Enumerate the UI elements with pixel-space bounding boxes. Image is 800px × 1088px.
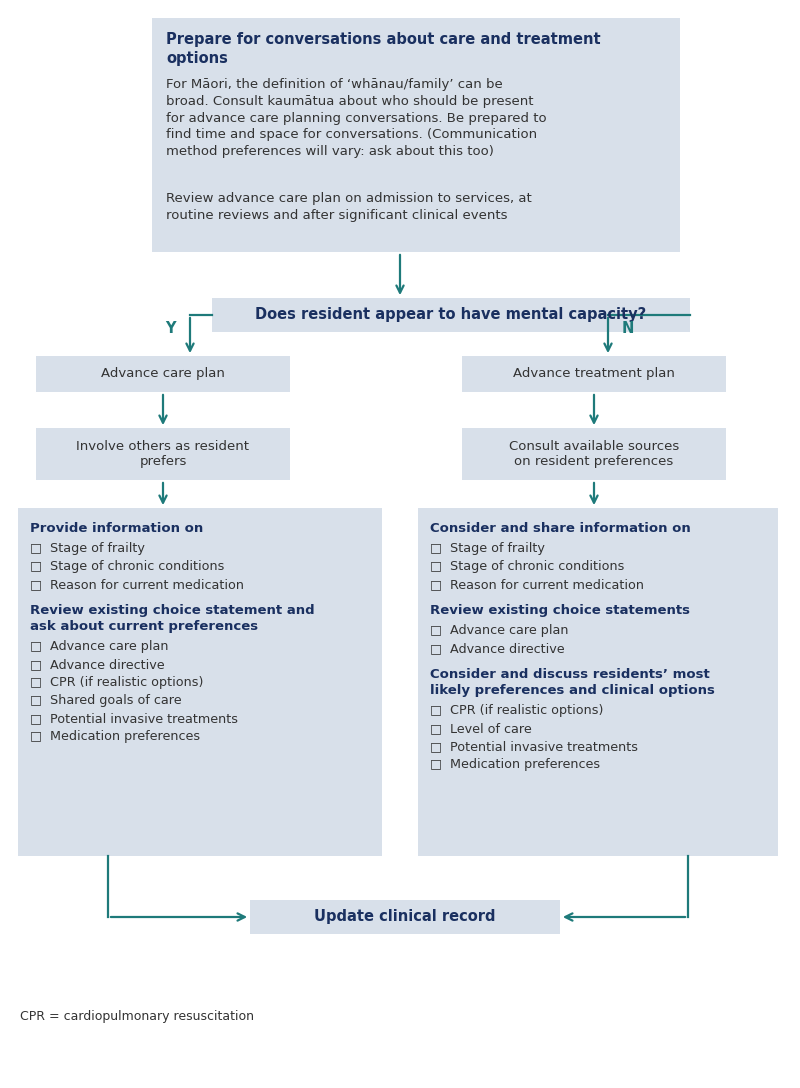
Text: □  Stage of chronic conditions: □ Stage of chronic conditions bbox=[30, 560, 224, 573]
Text: Provide information on: Provide information on bbox=[30, 522, 203, 535]
Text: □  Advance care plan: □ Advance care plan bbox=[430, 625, 569, 636]
Text: □  Advance care plan: □ Advance care plan bbox=[30, 640, 169, 653]
Text: □  Shared goals of care: □ Shared goals of care bbox=[30, 694, 182, 707]
FancyBboxPatch shape bbox=[36, 356, 290, 392]
Text: Review advance care plan on admission to services, at
routine reviews and after : Review advance care plan on admission to… bbox=[166, 191, 532, 222]
FancyBboxPatch shape bbox=[418, 508, 778, 856]
Text: Does resident appear to have mental capacity?: Does resident appear to have mental capa… bbox=[255, 308, 646, 322]
Text: Involve others as resident
prefers: Involve others as resident prefers bbox=[77, 440, 250, 469]
FancyBboxPatch shape bbox=[36, 428, 290, 480]
Text: CPR = cardiopulmonary resuscitation: CPR = cardiopulmonary resuscitation bbox=[20, 1010, 254, 1023]
FancyBboxPatch shape bbox=[462, 356, 726, 392]
Text: □  CPR (if realistic options): □ CPR (if realistic options) bbox=[430, 704, 603, 717]
Text: □  Advance directive: □ Advance directive bbox=[430, 642, 565, 655]
FancyBboxPatch shape bbox=[152, 18, 680, 252]
Text: □  Potential invasive treatments: □ Potential invasive treatments bbox=[430, 740, 638, 753]
Text: □  Reason for current medication: □ Reason for current medication bbox=[30, 578, 244, 591]
FancyBboxPatch shape bbox=[250, 900, 560, 934]
Text: □  Stage of frailty: □ Stage of frailty bbox=[430, 542, 545, 555]
Text: N: N bbox=[622, 321, 634, 336]
Text: □  Level of care: □ Level of care bbox=[430, 722, 532, 735]
Text: Prepare for conversations about care and treatment
options: Prepare for conversations about care and… bbox=[166, 32, 601, 65]
Text: □  Advance directive: □ Advance directive bbox=[30, 658, 165, 671]
Text: □  Stage of frailty: □ Stage of frailty bbox=[30, 542, 145, 555]
Text: □  Reason for current medication: □ Reason for current medication bbox=[430, 578, 644, 591]
Text: □  CPR (if realistic options): □ CPR (if realistic options) bbox=[30, 676, 203, 689]
Text: Consider and discuss residents’ most
likely preferences and clinical options: Consider and discuss residents’ most lik… bbox=[430, 668, 715, 697]
Text: □  Medication preferences: □ Medication preferences bbox=[30, 730, 200, 743]
FancyBboxPatch shape bbox=[18, 508, 382, 856]
Text: Advance treatment plan: Advance treatment plan bbox=[513, 368, 675, 381]
Text: Consider and share information on: Consider and share information on bbox=[430, 522, 690, 535]
Text: Consult available sources
on resident preferences: Consult available sources on resident pr… bbox=[509, 440, 679, 469]
Text: Review existing choice statements: Review existing choice statements bbox=[430, 604, 690, 617]
Text: Review existing choice statement and
ask about current preferences: Review existing choice statement and ask… bbox=[30, 604, 314, 633]
Text: Update clinical record: Update clinical record bbox=[314, 910, 496, 925]
Text: □  Medication preferences: □ Medication preferences bbox=[430, 758, 600, 771]
Text: □  Stage of chronic conditions: □ Stage of chronic conditions bbox=[430, 560, 624, 573]
FancyBboxPatch shape bbox=[462, 428, 726, 480]
Text: □  Potential invasive treatments: □ Potential invasive treatments bbox=[30, 712, 238, 725]
FancyBboxPatch shape bbox=[212, 298, 690, 332]
Text: Y: Y bbox=[166, 321, 176, 336]
Text: Advance care plan: Advance care plan bbox=[101, 368, 225, 381]
Text: For Māori, the definition of ‘whānau/family’ can be
broad. Consult kaumātua abou: For Māori, the definition of ‘whānau/fam… bbox=[166, 78, 546, 158]
